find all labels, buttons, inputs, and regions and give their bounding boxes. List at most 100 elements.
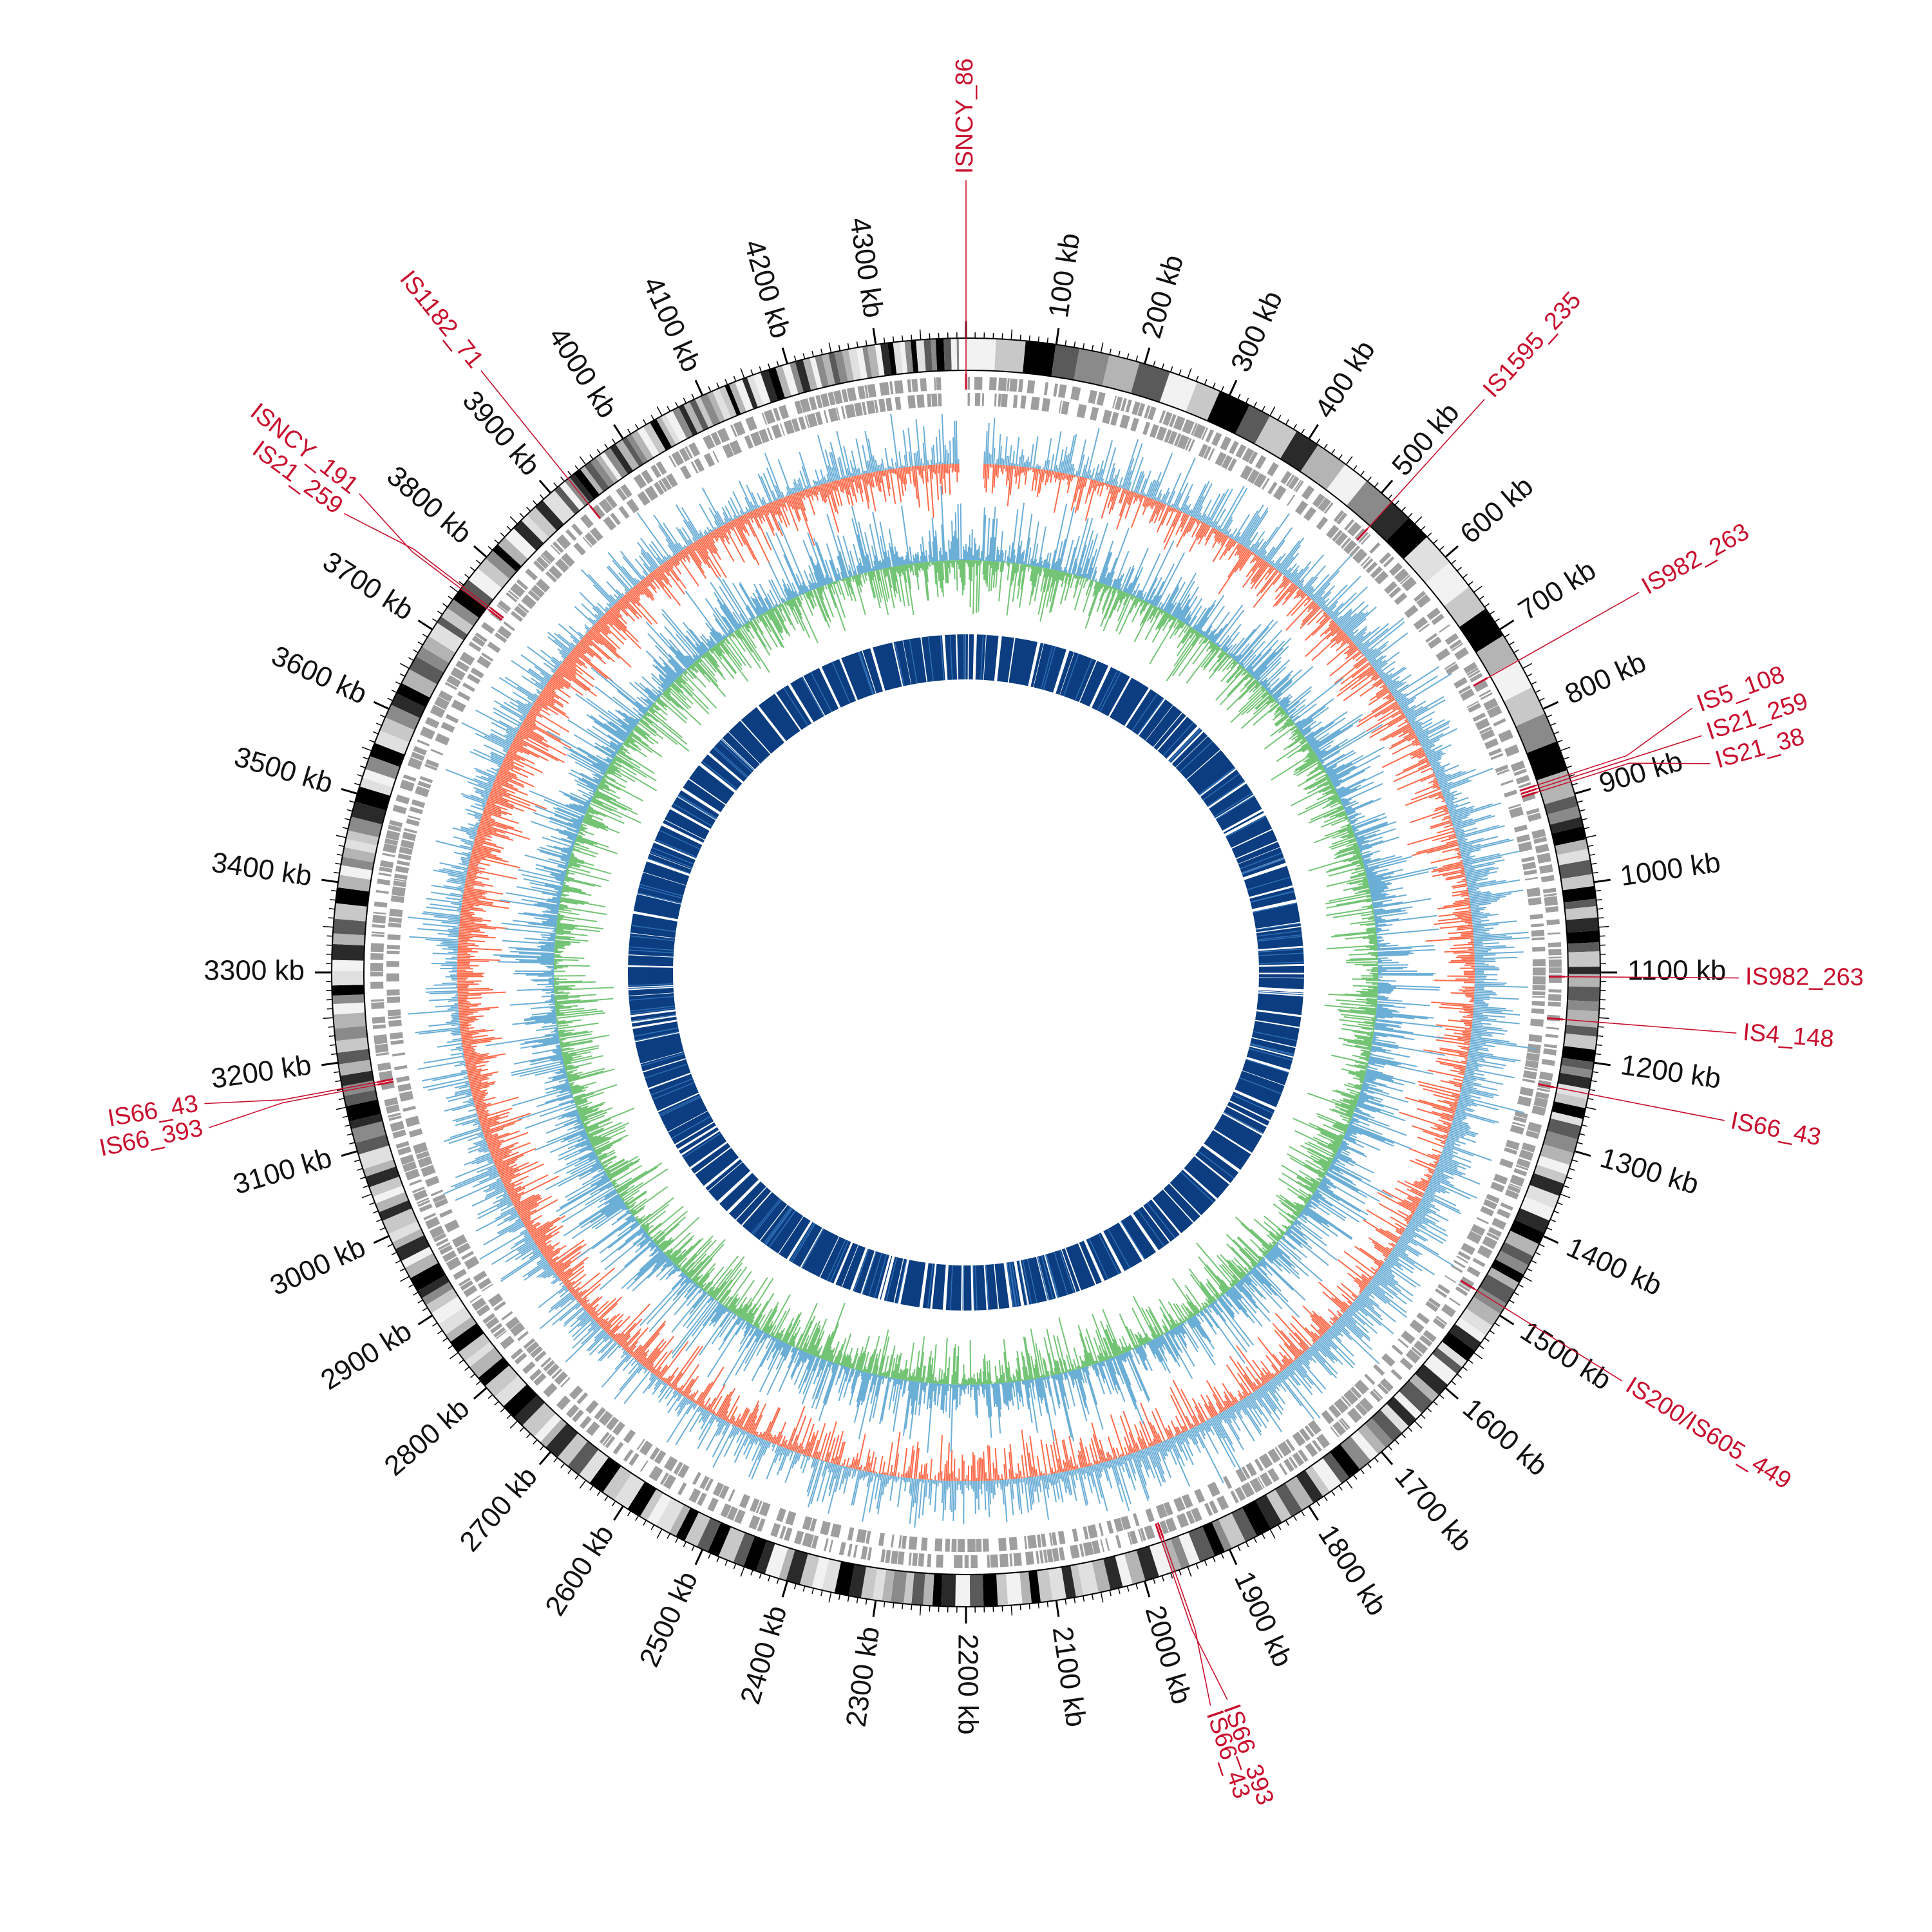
coverage-block [695, 1148, 739, 1186]
gene-feature [471, 635, 486, 647]
scale-tick [1091, 345, 1094, 351]
gene-feature [1428, 1297, 1441, 1308]
gene-feature [964, 1555, 969, 1568]
ideogram-band [514, 1395, 545, 1426]
scale-tick [1316, 439, 1320, 444]
scale-tick [391, 689, 397, 694]
scale-tick [1504, 633, 1510, 638]
scale-tick [450, 585, 459, 593]
coverage-block [677, 790, 719, 820]
gene-feature [1513, 1115, 1527, 1123]
gene-feature [390, 1039, 404, 1045]
gene-feature [413, 1189, 428, 1201]
coverage-block [1227, 1101, 1270, 1126]
ideogram-band [899, 341, 908, 374]
gene-feature [412, 1186, 425, 1193]
ideogram-band [956, 338, 960, 371]
ideogram-band [1441, 1331, 1475, 1361]
gene-feature [464, 1256, 480, 1270]
scale-tick [1323, 444, 1328, 450]
ideogram-band [689, 399, 709, 431]
ideogram-band [522, 1402, 556, 1437]
gene-feature [514, 1352, 527, 1365]
ideogram-band [1449, 1323, 1481, 1351]
scale-tick [1153, 361, 1156, 367]
scale-tick [1499, 620, 1515, 630]
gene-feature [1513, 768, 1527, 777]
ideogram-band [1459, 1308, 1493, 1336]
gene-feature [936, 1554, 943, 1568]
scale-tick [759, 366, 762, 372]
gene-feature [1493, 718, 1506, 727]
gene-feature [1423, 1330, 1437, 1343]
gene-feature [1428, 636, 1442, 649]
gene-feature [1547, 932, 1561, 935]
gene-feature [582, 536, 592, 548]
is-label: IS982_263 [1745, 963, 1864, 991]
gene-feature [1535, 844, 1549, 854]
coverage-block [1253, 902, 1301, 929]
is-label: IS200/IS605_449 [1621, 1372, 1796, 1495]
scale-tick [519, 513, 525, 518]
gene-feature [399, 1090, 414, 1102]
gene-feature [1267, 1448, 1281, 1463]
scale-label: 2800 kb [379, 1392, 475, 1482]
gene-feature [1546, 1027, 1559, 1030]
gene-feature [618, 506, 630, 519]
gene-feature [1052, 1548, 1060, 1562]
scale-tick [336, 853, 343, 856]
scale-tick [1352, 1474, 1358, 1480]
coverage-block [709, 739, 754, 782]
gene-feature [1307, 1420, 1322, 1435]
gene-feature [573, 542, 586, 556]
scale-tick [417, 641, 423, 645]
ideogram-band [355, 786, 391, 811]
scale-tick [1010, 1605, 1013, 1616]
gene-feature [409, 806, 423, 815]
scale-tick [349, 800, 355, 803]
scale-tick [847, 1595, 849, 1602]
gene-feature [384, 838, 399, 846]
gene-feature [1043, 382, 1049, 395]
scale-tick [1028, 335, 1030, 341]
coverage-variation [629, 949, 674, 954]
gene-feature [404, 828, 417, 834]
gene-feature [1457, 1283, 1470, 1292]
scale-tick [1542, 1235, 1559, 1244]
scale-tick [1144, 1580, 1151, 1598]
coverage-block [903, 637, 927, 685]
scale-tick [1451, 560, 1456, 565]
scale-tick [856, 1597, 858, 1604]
scale-tick [1262, 406, 1265, 412]
scale-tick [1237, 393, 1241, 400]
scale-tick [1308, 424, 1319, 440]
scale-tick [828, 1592, 832, 1603]
ideogram-band [880, 343, 892, 376]
scale-tick [1293, 424, 1297, 430]
gene-feature [644, 486, 659, 501]
gene-feature [1299, 1428, 1311, 1442]
scale-tick [929, 333, 931, 339]
gene-feature [794, 400, 803, 415]
gene-feature [1173, 415, 1186, 431]
gene-feature [1208, 448, 1215, 461]
scale-tick [1195, 375, 1199, 382]
scale-label: 300 kb [1225, 286, 1289, 377]
gene-feature [1286, 494, 1296, 506]
gene-feature [1530, 913, 1544, 920]
ideogram-band [338, 1059, 372, 1076]
ideogram-band [1159, 372, 1198, 412]
gene-feature [399, 846, 413, 855]
gene-feature [1486, 1232, 1500, 1241]
gene-feature [1384, 581, 1398, 594]
ideogram-band [351, 801, 386, 825]
scale-tick [538, 479, 552, 494]
ideogram-band [1305, 1465, 1331, 1497]
coverage-variation [1063, 653, 1079, 697]
gene-feature [847, 1543, 853, 1557]
gene-feature [476, 1304, 491, 1317]
ideogram-band [656, 1497, 685, 1533]
coverage-variation [1256, 930, 1302, 937]
gene-feature [1169, 413, 1177, 428]
coverage-variation [1041, 1255, 1054, 1300]
